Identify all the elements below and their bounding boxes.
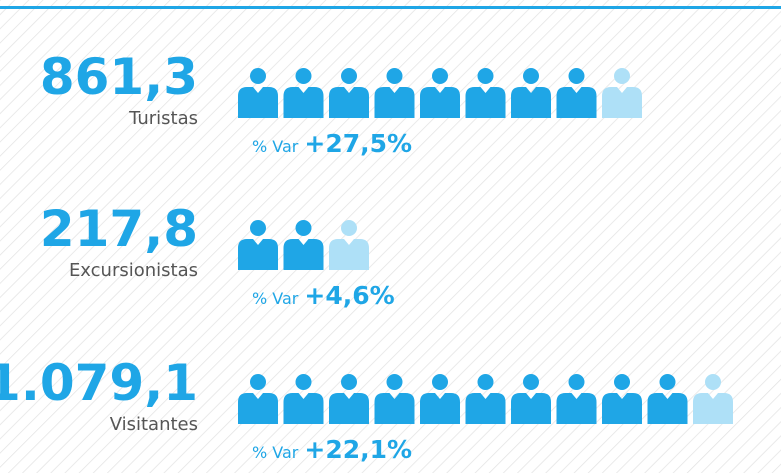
value-label: 1.079,1 bbox=[0, 354, 198, 412]
variation-label: % Var bbox=[252, 289, 299, 308]
variation: % Var +27,5% bbox=[252, 129, 412, 158]
variation-label: % Var bbox=[252, 137, 299, 156]
variation-label: % Var bbox=[252, 443, 299, 462]
variation: % Var +4,6% bbox=[252, 281, 395, 310]
variation: % Var +22,1% bbox=[252, 435, 412, 464]
icon-row bbox=[238, 220, 369, 270]
category-label: Visitantes bbox=[110, 414, 198, 435]
variation-value: +4,6% bbox=[304, 281, 394, 310]
top-rule bbox=[0, 6, 781, 9]
variation-value: +27,5% bbox=[304, 129, 412, 158]
icon-row bbox=[238, 68, 642, 118]
value-label: 217,8 bbox=[40, 200, 198, 258]
category-label: Excursionistas bbox=[69, 260, 198, 281]
category-label: Turistas bbox=[128, 108, 198, 129]
value-label: 861,3 bbox=[40, 48, 198, 106]
variation-value: +22,1% bbox=[304, 435, 412, 464]
